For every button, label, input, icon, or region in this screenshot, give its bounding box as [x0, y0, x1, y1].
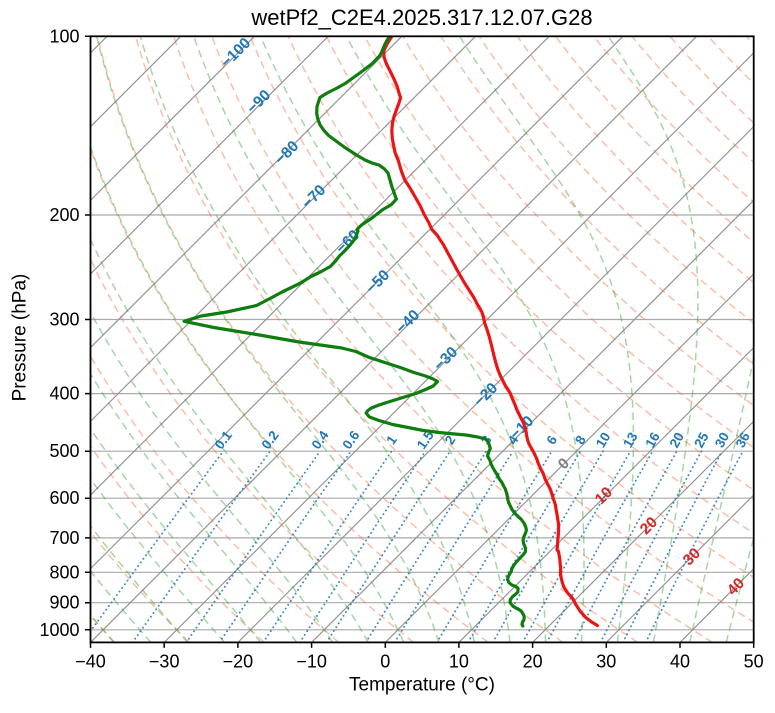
svg-text:10: 10	[593, 430, 614, 451]
svg-text:16: 16	[642, 429, 663, 450]
svg-text:300: 300	[49, 310, 79, 330]
svg-text:10: 10	[449, 652, 469, 672]
svg-text:40: 40	[670, 652, 690, 672]
svg-text:Temperature (°C): Temperature (°C)	[349, 675, 495, 696]
svg-text:900: 900	[49, 593, 79, 613]
svg-text:0: 0	[380, 652, 390, 672]
svg-text:20: 20	[667, 430, 687, 450]
svg-text:600: 600	[49, 488, 79, 508]
svg-text:800: 800	[49, 562, 79, 582]
svg-text:−40: −40	[75, 652, 106, 672]
svg-text:30: 30	[712, 430, 732, 450]
svg-text:wetPf2_C2E4.2025.317.12.07.G28: wetPf2_C2E4.2025.317.12.07.G28	[250, 5, 592, 30]
svg-text:Pressure (hPa): Pressure (hPa)	[10, 274, 31, 402]
svg-text:30: 30	[596, 652, 616, 672]
svg-text:20: 20	[523, 652, 543, 672]
svg-text:50: 50	[744, 652, 764, 672]
svg-text:400: 400	[49, 384, 79, 404]
svg-text:200: 200	[49, 205, 79, 225]
svg-text:−10: −10	[296, 652, 327, 672]
svg-text:36: 36	[733, 429, 754, 450]
svg-text:13: 13	[620, 429, 641, 450]
svg-text:100: 100	[49, 26, 79, 46]
svg-text:−20: −20	[223, 652, 254, 672]
svg-text:500: 500	[49, 441, 79, 461]
svg-text:1000: 1000	[39, 620, 79, 640]
svg-text:700: 700	[49, 528, 79, 548]
svg-text:−30: −30	[149, 652, 180, 672]
svg-text:25: 25	[691, 429, 712, 450]
